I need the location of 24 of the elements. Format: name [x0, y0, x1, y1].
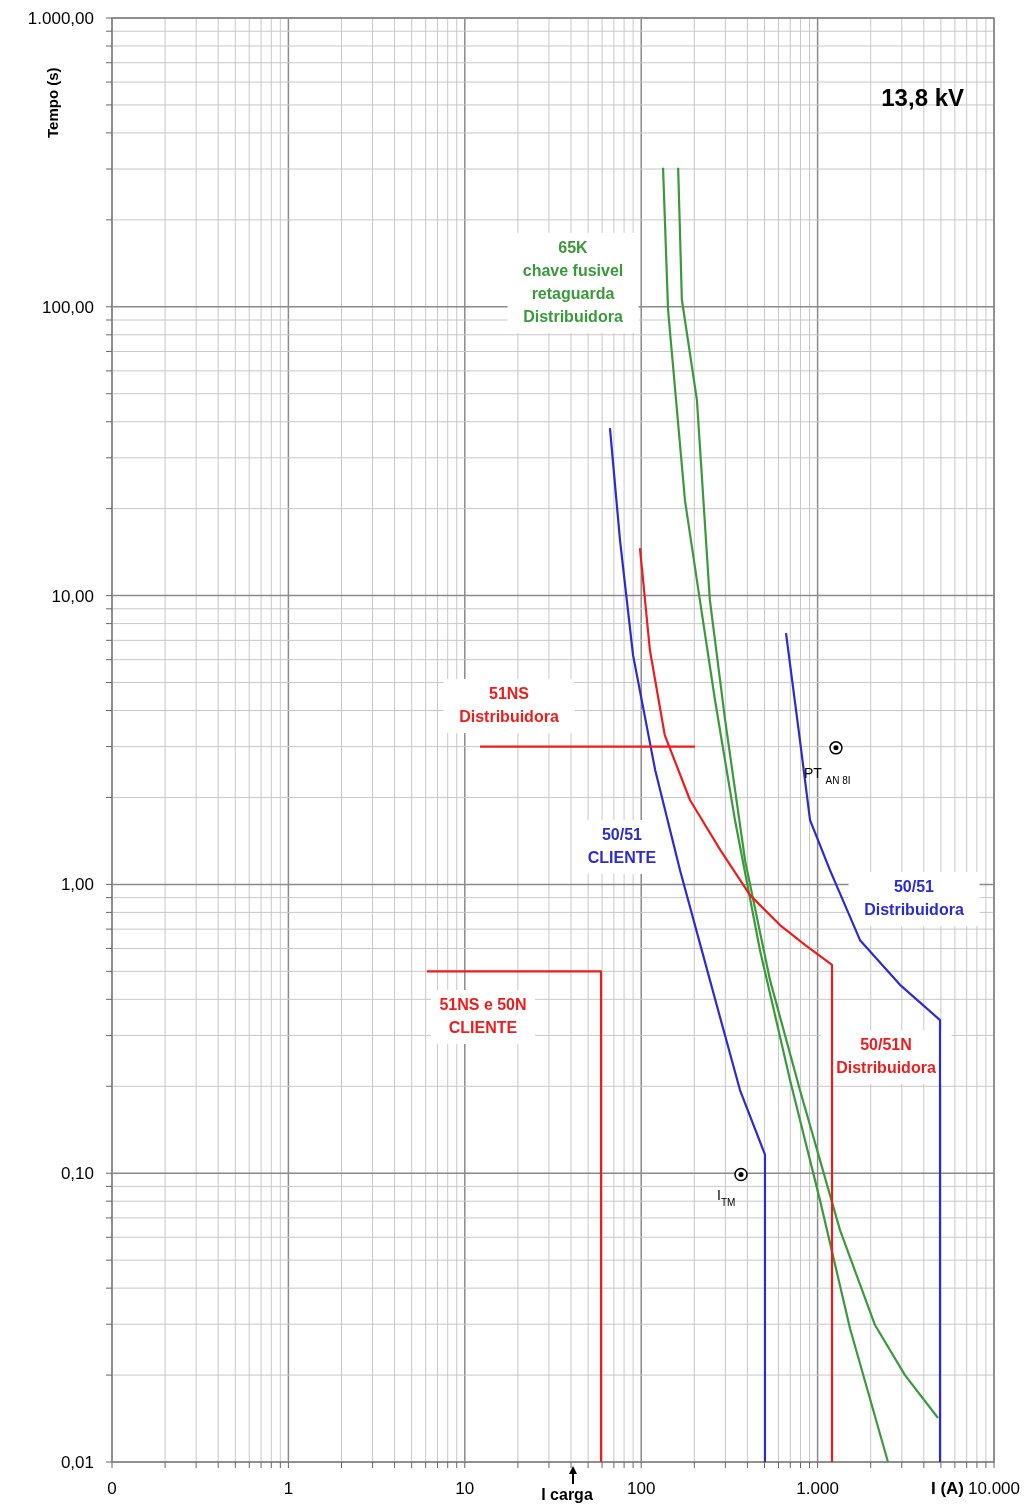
y-tick-label: 1,00	[60, 875, 94, 895]
series-label: 51NS e 50N CLIENTE	[439, 996, 527, 1036]
x-tick-label: 10.000	[968, 1479, 1020, 1498]
data-label: PT $_{AN 8I}$	[803, 764, 851, 786]
data-label: I$_{TM}$	[717, 1187, 736, 1208]
series-label: 50/51 Distribuidora	[864, 878, 964, 918]
y-tick-label: 10,00	[51, 586, 94, 606]
text: 65K chave fusivel retaguarda Distribuidora	[522, 239, 624, 325]
y-tick-label: 100,00	[42, 297, 94, 317]
x-tick-label: 1	[283, 1479, 294, 1498]
x-tick-label: 1.000	[796, 1479, 839, 1498]
annotation: 13,8 kV	[881, 84, 964, 111]
x-tick-label: 10	[455, 1479, 475, 1498]
y-tick-label: 0,10	[60, 1164, 94, 1184]
x-tick-label: 100	[627, 1479, 656, 1498]
y-tick-label: 0,01	[60, 1453, 94, 1472]
y-axis-title: Tempo (s)	[44, 67, 61, 138]
y-tick-label: 1.000,00	[27, 9, 94, 28]
x-tick-label: 0	[107, 1479, 117, 1498]
text: I carga	[541, 1486, 593, 1503]
series-label: 50/51N Distribuidora	[836, 1036, 936, 1076]
series-label: 50/51 CLIENTE	[587, 826, 657, 866]
series-label: 51NS Distribuidora	[459, 685, 559, 725]
x-axis-title: I (A)	[930, 1479, 964, 1498]
